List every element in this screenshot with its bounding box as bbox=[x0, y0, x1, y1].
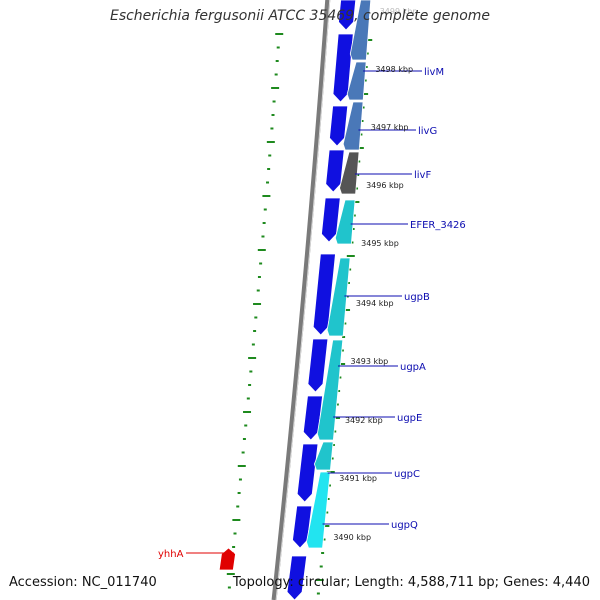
forward-gene-arrow bbox=[296, 443, 319, 503]
kbp-label: 3492 kbp bbox=[345, 416, 383, 425]
gene-label-livf: livF bbox=[414, 170, 431, 181]
forward-gene-track bbox=[286, 0, 357, 600]
gene-label-layer: livM livG livF EFER_3426 ugpB ugpA ugpE ugpC ugp… bbox=[158, 67, 466, 560]
backbone-highlight bbox=[275, 0, 331, 600]
kbp-label: 3494 kbp bbox=[356, 299, 394, 308]
gene-label-ugpc: ugpC bbox=[394, 469, 420, 480]
forward-gene-arrow bbox=[307, 338, 329, 393]
gene-label-livm: livM bbox=[424, 67, 444, 78]
kbp-label: 3498 kbp bbox=[375, 65, 413, 74]
forward-gene-arrow bbox=[286, 555, 308, 600]
kbp-label: 3491 kbp bbox=[339, 474, 377, 483]
forward-gene-arrow bbox=[292, 505, 313, 549]
gene-block-ugpb bbox=[334, 199, 356, 245]
gene-block-efer_3426 bbox=[339, 151, 360, 195]
forward-gene-arrow bbox=[332, 33, 354, 103]
kbp-label-layer: 3499 kbp 3498 kbp 3497 kbp 3496 kbp 3495 kbp… bbox=[333, 7, 417, 542]
gene-label-ugpa: ugpA bbox=[400, 362, 426, 373]
gene-block-ugpa bbox=[326, 257, 351, 337]
forward-gene-arrow bbox=[329, 105, 349, 147]
gene-block-livm bbox=[349, 0, 372, 61]
kbp-label: 3497 kbp bbox=[371, 123, 409, 132]
gene-label-yhha: yhhA bbox=[158, 549, 184, 560]
gene-label-ugpe: ugpE bbox=[397, 413, 422, 424]
gene-block-ugpq bbox=[306, 471, 331, 549]
gene-block-livf bbox=[342, 101, 364, 151]
gene-block-livg bbox=[346, 61, 367, 101]
forward-gene-arrow bbox=[312, 253, 336, 336]
topology-label: Topology: circular; Length: 4,588,711 bp… bbox=[232, 575, 590, 590]
forward-gene-arrow bbox=[321, 197, 341, 243]
reverse-gene-track bbox=[218, 0, 372, 571]
backbone-ring bbox=[271, 0, 331, 600]
gene-block-ugpc bbox=[313, 441, 334, 471]
gene-label-ugpb: ugpB bbox=[404, 292, 430, 303]
kbp-label: 3495 kbp bbox=[361, 239, 399, 248]
forward-gene-arrow bbox=[325, 149, 345, 193]
forward-gene-arrow bbox=[338, 0, 357, 31]
gene-block-yhha bbox=[218, 547, 236, 571]
gene-block-ugpe bbox=[316, 339, 344, 441]
gene-label-ugpq: ugpQ bbox=[391, 520, 418, 531]
backbone-line bbox=[271, 0, 331, 600]
kbp-label: 3499 kbp bbox=[380, 7, 418, 16]
gene-label-livg: livG bbox=[418, 126, 437, 137]
kbp-label: 3496 kbp bbox=[366, 181, 404, 190]
gene-label-efer_3426: EFER_3426 bbox=[410, 220, 466, 231]
kbp-label: 3493 kbp bbox=[351, 357, 389, 366]
accession-label: Accession: NC_011740 bbox=[9, 575, 157, 590]
kbp-label: 3490 kbp bbox=[333, 533, 371, 542]
map-title: Escherichia fergusonii ATCC 35469, compl… bbox=[109, 8, 491, 24]
